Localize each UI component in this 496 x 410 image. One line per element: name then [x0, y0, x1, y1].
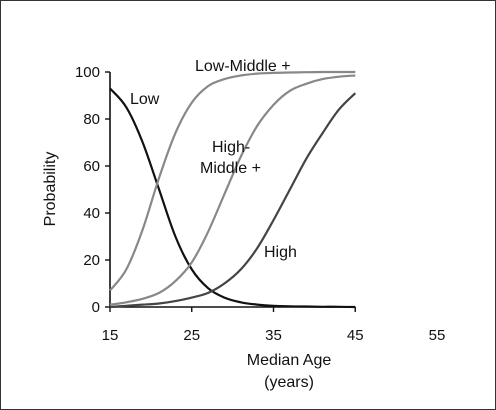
curves	[109, 70, 357, 309]
ticks: 0 20 40 60 80 100 15 25 35 45 55	[75, 64, 445, 344]
curve-label-high-middle: Middle +	[200, 160, 261, 177]
x-axis-label: Median Age	[247, 352, 332, 369]
y-axis-label: Probability	[42, 152, 59, 227]
x-tick-label: 35	[265, 327, 282, 344]
y-tick-label: 60	[83, 158, 100, 175]
x-tick-label: 15	[102, 327, 119, 344]
curve-label-high-middle: High-	[212, 139, 250, 156]
x-axis-unit-label: (years)	[264, 374, 314, 391]
curve-high-middle	[109, 74, 356, 306]
y-tick-label: 0	[92, 299, 100, 316]
x-tick-label: 45	[347, 327, 364, 344]
curve-low-middle	[109, 70, 356, 292]
y-tick-label: 40	[83, 205, 100, 222]
y-tick-label: 100	[75, 64, 100, 81]
y-tick-label: 80	[83, 111, 100, 128]
curve-label-low: Low	[130, 91, 160, 108]
x-tick-label: 25	[183, 327, 200, 344]
x-tick-label: 55	[429, 327, 446, 344]
curve-label-low-middle: Low-Middle +	[195, 58, 291, 75]
y-tick-label: 20	[83, 252, 100, 269]
curve-labels: Low Low-Middle + High- Middle + High	[130, 58, 297, 261]
curve-high	[109, 92, 357, 309]
curve-label-high: High	[264, 244, 297, 261]
curve-low	[109, 87, 356, 309]
